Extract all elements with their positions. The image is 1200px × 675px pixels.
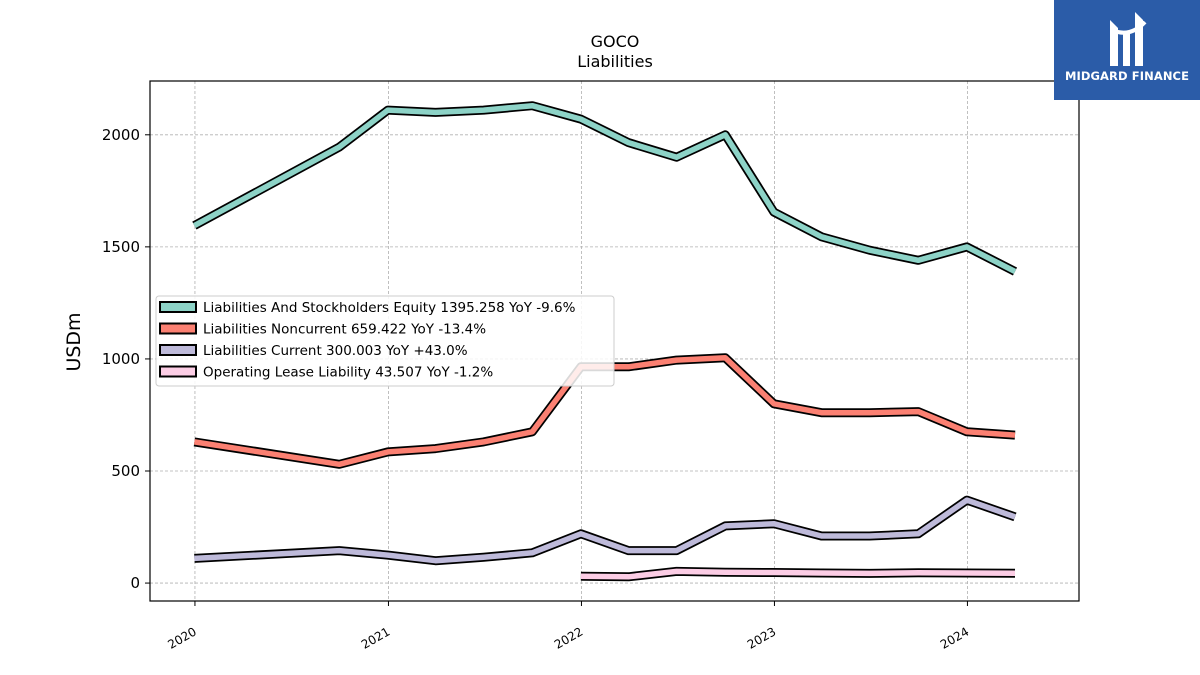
- series-line: [194, 497, 1016, 564]
- legend-label: Operating Lease Liability 43.507 YoY -1.…: [203, 365, 493, 381]
- chart-title: GOCO: [591, 32, 640, 51]
- y-tick-label: 1000: [102, 350, 140, 368]
- legend-swatch: [159, 344, 197, 356]
- legend-label: Liabilities And Stockholders Equity 1395…: [203, 300, 576, 316]
- x-tick-label: 2022: [552, 624, 585, 651]
- legend-label: Liabilities Current 300.003 YoY +43.0%: [203, 343, 468, 359]
- x-tick-label: 2021: [359, 624, 392, 651]
- brand-name: MIDGARD FINANCE: [1064, 69, 1190, 83]
- legend: Liabilities And Stockholders Equity 1395…: [155, 295, 615, 387]
- x-tick-label: 2024: [938, 624, 971, 651]
- legend-label: Liabilities Noncurrent 659.422 YoY -13.4…: [203, 322, 486, 338]
- series-line: [193, 102, 1017, 274]
- legend-swatch: [159, 301, 197, 313]
- legend-swatch: [159, 365, 197, 378]
- y-tick-label: 2000: [102, 126, 140, 144]
- chart-subtitle: Liabilities: [577, 52, 653, 71]
- series-line: [193, 355, 1016, 468]
- brand-mark-icon: [1110, 12, 1147, 66]
- series-lines: [192, 101, 1018, 582]
- y-tick-label: 500: [111, 462, 140, 480]
- plot-frame: [149, 80, 1080, 602]
- brand-logo: MIDGARD FINANCE: [1054, 0, 1200, 100]
- x-tick-label: 2020: [165, 624, 198, 651]
- y-tick-label: 0: [130, 574, 140, 592]
- y-axis-label: USDm: [63, 312, 85, 371]
- legend-box: [155, 295, 615, 387]
- legend-swatch: [159, 322, 197, 335]
- series-line: [580, 568, 1016, 580]
- x-tick-label: 2023: [745, 624, 778, 651]
- y-tick-label: 1500: [102, 238, 140, 256]
